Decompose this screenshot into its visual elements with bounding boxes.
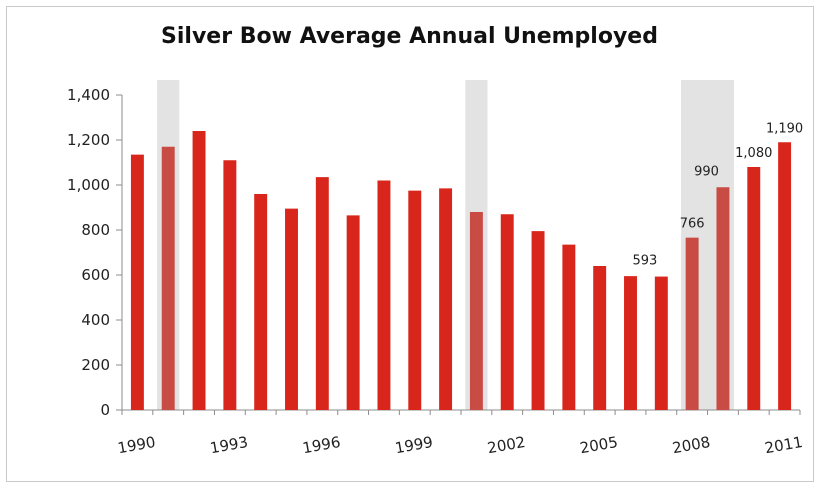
y-tick-label: 800	[81, 221, 110, 239]
bar-1998	[377, 181, 390, 411]
bar-1991	[162, 147, 175, 410]
bar-1993	[223, 160, 236, 410]
data-label-2011: 1,190	[766, 121, 803, 136]
data-label-2009: 990	[694, 164, 719, 179]
bar-1996	[316, 177, 329, 410]
x-tick-label: 2002	[486, 433, 527, 457]
bar-2003	[532, 231, 545, 410]
bar-2004	[562, 245, 575, 410]
bar-2010	[747, 167, 760, 410]
x-tick-label: 2011	[763, 433, 804, 457]
bar-2002	[501, 214, 514, 410]
y-tick-label: 400	[81, 311, 110, 329]
x-tick-label: 2008	[671, 433, 712, 457]
x-tick-label: 2005	[578, 433, 619, 457]
x-tick-label: 1990	[116, 433, 157, 457]
bar-1997	[347, 215, 360, 410]
y-tick-label: 200	[81, 356, 110, 374]
x-tick-label: 1999	[394, 433, 435, 457]
y-tick-label: 0	[100, 401, 110, 419]
bar-1999	[408, 191, 421, 410]
bar-2009	[716, 187, 729, 410]
bar-2007	[655, 277, 668, 410]
bar-1995	[285, 209, 298, 410]
y-tick-label: 1,200	[67, 131, 110, 149]
y-tick-label: 1,400	[67, 86, 110, 104]
bar-1990	[131, 155, 144, 410]
data-label-2010: 1,080	[735, 146, 772, 161]
bar-1992	[193, 131, 206, 410]
bar-2000	[439, 188, 452, 410]
bar-2011	[778, 142, 791, 410]
bar-2006	[624, 276, 637, 410]
x-tick-label: 1993	[209, 433, 250, 457]
y-tick-label: 600	[81, 266, 110, 284]
bar-1994	[254, 194, 267, 410]
data-label-2008: 766	[680, 217, 705, 232]
y-tick-label: 1,000	[67, 176, 110, 194]
data-label-2007: 593	[632, 254, 657, 269]
bar-2008	[686, 238, 699, 410]
bar-2001	[470, 212, 483, 410]
x-tick-label: 1996	[301, 433, 342, 457]
bar-2005	[593, 266, 606, 410]
